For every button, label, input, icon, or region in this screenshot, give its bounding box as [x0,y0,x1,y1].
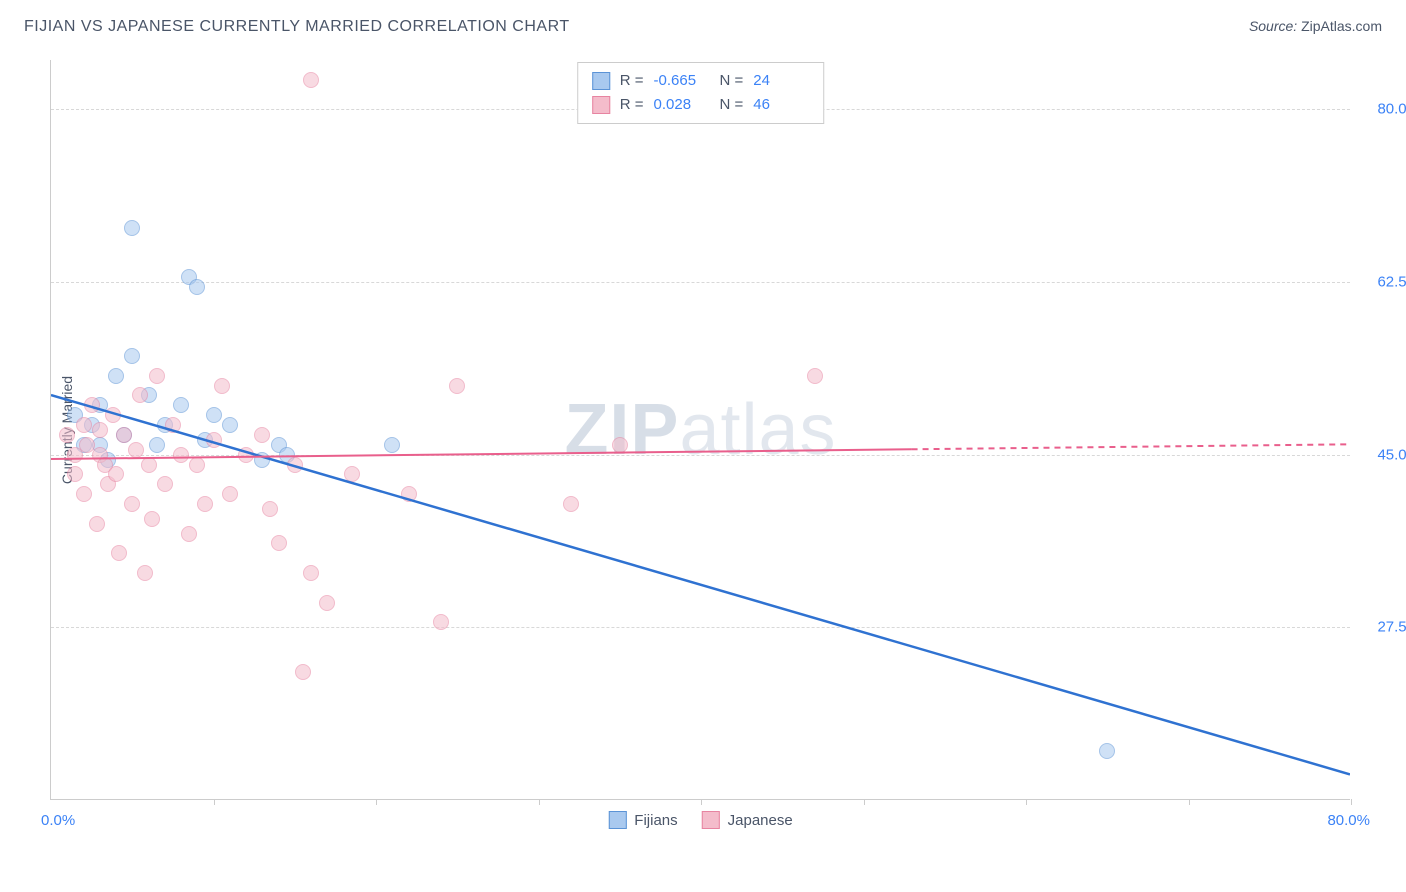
stats-row-fijians: R = -0.665 N = 24 [592,69,810,93]
data-point [254,452,270,468]
watermark-rest: atlas [679,390,836,470]
n-value-japanese: 46 [753,93,809,117]
data-point [197,496,213,512]
x-tick [214,799,215,805]
data-point [67,466,83,482]
data-point [108,368,124,384]
data-point [344,466,360,482]
data-point [222,486,238,502]
data-point [262,501,278,517]
legend-swatch-japanese [702,811,720,829]
data-point [124,496,140,512]
x-tick [539,799,540,805]
data-point [189,279,205,295]
data-point [563,496,579,512]
data-point [141,457,157,473]
data-point [612,437,628,453]
x-tick [1351,799,1352,805]
grid-line [51,627,1350,628]
y-tick-label: 80.0% [1360,101,1406,118]
plot-area: ZIPatlas Currently Married 27.5%45.0%62.… [50,60,1350,800]
data-point [181,526,197,542]
x-tick [1189,799,1190,805]
trend-lines [51,60,1350,799]
legend-item-fijians: Fijians [608,811,677,829]
data-point [59,427,75,443]
data-point [76,486,92,502]
swatch-fijians [592,72,610,90]
data-point [295,664,311,680]
data-point [165,417,181,433]
stats-row-japanese: R = 0.028 N = 46 [592,93,810,117]
data-point [84,397,100,413]
chart-title: FIJIAN VS JAPANESE CURRENTLY MARRIED COR… [24,18,570,36]
stats-legend-box: R = -0.665 N = 24 R = 0.028 N = 46 [577,62,825,124]
data-point [433,614,449,630]
r-label: R = [620,69,644,93]
data-point [214,378,230,394]
legend-label-japanese: Japanese [728,812,793,829]
r-value-fijians: -0.665 [654,69,710,93]
source-label: Source: [1249,18,1297,34]
x-axis-max-label: 80.0% [1327,812,1370,829]
data-point [238,447,254,463]
y-tick-label: 27.5% [1360,619,1406,636]
data-point [144,511,160,527]
data-point [137,565,153,581]
data-point [1099,743,1115,759]
r-value-japanese: 0.028 [654,93,710,117]
grid-line [51,282,1350,283]
x-tick [376,799,377,805]
data-point [111,545,127,561]
data-point [76,417,92,433]
data-point [124,348,140,364]
source-credit: Source: ZipAtlas.com [1249,18,1382,34]
data-point [173,397,189,413]
data-point [149,368,165,384]
bottom-legend: Fijians Japanese [608,811,792,829]
n-value-fijians: 24 [753,69,809,93]
data-point [254,427,270,443]
swatch-japanese [592,96,610,114]
y-tick-label: 45.0% [1360,446,1406,463]
data-point [303,565,319,581]
x-tick [864,799,865,805]
legend-item-japanese: Japanese [702,811,793,829]
data-point [807,368,823,384]
data-point [189,457,205,473]
data-point [173,447,189,463]
data-point [92,422,108,438]
data-point [128,442,144,458]
data-point [89,516,105,532]
x-tick [1026,799,1027,805]
data-point [319,595,335,611]
data-point [124,220,140,236]
data-point [449,378,465,394]
data-point [287,457,303,473]
data-point [384,437,400,453]
data-point [222,417,238,433]
n-label: N = [720,69,744,93]
data-point [206,407,222,423]
source-name: ZipAtlas.com [1301,18,1382,34]
r-label: R = [620,93,644,117]
watermark-bold: ZIP [564,390,679,470]
data-point [108,466,124,482]
x-axis-min-label: 0.0% [41,812,75,829]
data-point [271,535,287,551]
x-tick [701,799,702,805]
data-point [132,387,148,403]
data-point [149,437,165,453]
watermark: ZIPatlas [564,389,836,471]
legend-swatch-fijians [608,811,626,829]
data-point [206,432,222,448]
legend-label-fijians: Fijians [634,812,677,829]
data-point [303,72,319,88]
data-point [401,486,417,502]
data-point [105,407,121,423]
n-label: N = [720,93,744,117]
y-tick-label: 62.5% [1360,274,1406,291]
data-point [157,476,173,492]
data-point [116,427,132,443]
